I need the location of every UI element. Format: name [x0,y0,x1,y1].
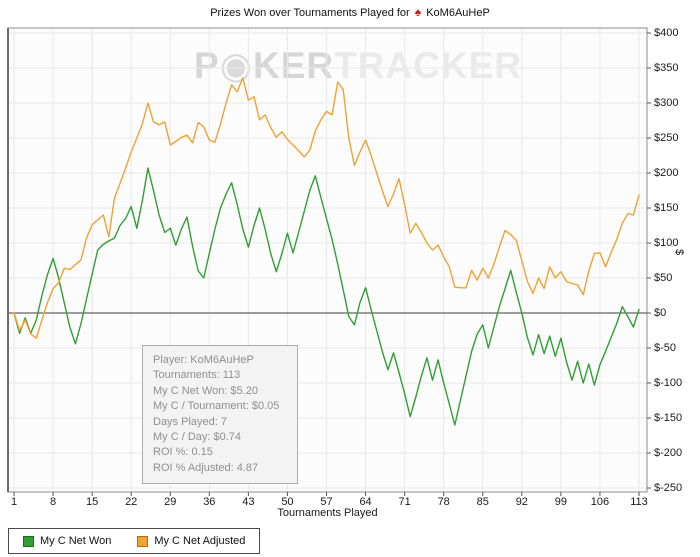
y-tick-label: $-250 [654,481,683,494]
tooltip-line: My C / Tournament: $0.05 [153,400,280,413]
watermark-text: KER [252,45,335,86]
x-tick-label: 78 [437,496,450,508]
y-tick-label: $0 [654,306,667,319]
y-tick-label: $-150 [654,411,683,424]
legend-item[interactable]: My C Net Adjusted [137,535,245,547]
legend-label: My C Net Won [40,535,112,547]
y-tick-label: $-50 [654,341,677,354]
series-line-net-won[interactable] [13,167,640,426]
legend-item[interactable]: My C Net Won [23,535,111,547]
x-tick-label: 71 [398,496,411,508]
x-tick-label: 85 [476,496,489,508]
x-tick-label: 29 [164,496,177,508]
series-line-net-adjusted[interactable] [13,77,640,339]
y-tick-label: $-200 [654,446,683,459]
poker-chip-icon: ◉ [219,45,253,86]
x-tick-label: 8 [50,496,57,508]
y-tick-label: $-100 [654,376,683,389]
x-tick-label: 15 [86,496,99,508]
y-tick-label: $200 [654,166,679,179]
watermark-text: P [194,45,220,86]
x-tick-label: 106 [590,496,610,508]
y-tick-label: $300 [654,96,679,109]
legend-label: My C Net Adjusted [154,535,246,547]
tooltip-line: Player: KoM6AuHeP [153,354,254,366]
tooltip-line: ROI % Adjusted: 4.87 [153,461,259,474]
x-tick-label: 57 [320,496,333,508]
tooltip-line: Days Played: 7 [153,415,227,428]
stats-tooltip: Player: KoM6AuHeP Tournaments: 113 My C Ne… [142,345,298,485]
x-tick-label: 92 [515,496,528,508]
x-tick-label: 64 [359,496,372,508]
tooltip-line: ROI %: 0.15 [153,446,213,459]
y-axis-title: $ [673,248,686,256]
tooltip-line: My C / Day: $0.74 [153,431,242,444]
legend-swatch-icon [137,535,149,547]
y-tick-label: $400 [654,26,679,39]
y-tick-label: $250 [654,131,679,144]
x-axis-title: Tournaments Played [277,507,378,519]
player-name: KoM6AuHeP [426,7,490,19]
plot-frame [7,27,648,493]
plot-background [8,28,647,492]
tooltip-line: My C Net Won: $5.20 [153,384,258,397]
x-tick-label: 36 [203,496,216,508]
tooltip-line: Tournaments: 113 [153,369,241,382]
chart-title-text: Prizes Won over Tournaments Played for [210,7,410,19]
chart-legend: My C Net Won My C Net Adjusted [8,528,261,554]
x-tick-label: 43 [242,496,255,508]
y-tick-label: $100 [654,236,679,249]
x-tick-label: 113 [630,496,648,508]
chart-title: Prizes Won over Tournaments Played for ♠… [0,5,700,19]
y-tick-label: $350 [654,61,679,74]
y-tick-label: $150 [654,201,679,214]
y-tick-label: $50 [654,271,673,284]
x-tick-label: 1 [10,496,18,508]
x-tick-label: 22 [125,496,138,508]
legend-swatch-icon [23,535,34,547]
x-tick-label: 50 [281,496,294,508]
red-spade-icon: ♠ [414,5,422,19]
x-tick-label: 99 [554,496,567,508]
